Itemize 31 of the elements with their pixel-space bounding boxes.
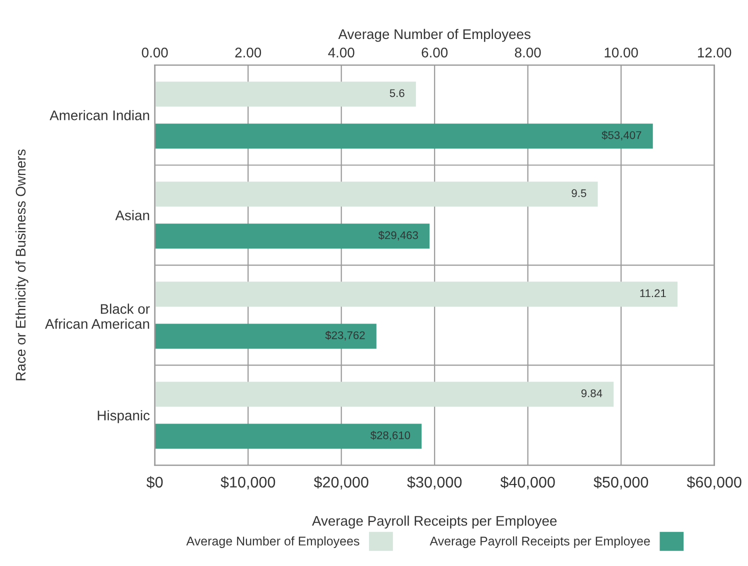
x2-tick-label: 10.00 xyxy=(604,48,638,58)
x2-tick-label: 2.00 xyxy=(235,48,262,58)
x2-tick-label: 4.00 xyxy=(328,48,354,58)
data-label: $53,407 xyxy=(602,130,642,140)
y-tick-label: Asian xyxy=(115,210,150,220)
x-tick-label: $0 xyxy=(146,476,163,488)
data-label: 9.5 xyxy=(572,189,586,198)
data-label: $28,610 xyxy=(370,430,410,441)
y-tick-label: Hispanic xyxy=(98,410,150,424)
x2-axis-title: Average Number of Employees xyxy=(338,28,530,42)
legend-label: Average Payroll Receipts per Employee xyxy=(430,536,650,548)
x2-tick-label: 12.00 xyxy=(698,48,732,58)
y-tick-label: Black or African American xyxy=(45,304,150,329)
x2-tick-label: 6.00 xyxy=(422,48,448,58)
x-tick-label: $50,000 xyxy=(594,476,648,490)
x-tick-label: $10,000 xyxy=(220,476,276,490)
y-tick-label: American Indian xyxy=(50,110,150,120)
data-label: $29,463 xyxy=(378,230,418,240)
data-label: 11.21 xyxy=(640,289,666,298)
data-label: $23,762 xyxy=(325,330,365,340)
x2-tick-label: 8.00 xyxy=(514,48,541,58)
x-tick-label: $30,000 xyxy=(407,476,462,490)
x-tick-label: $40,000 xyxy=(500,476,555,490)
data-label: 9.84 xyxy=(581,389,602,398)
legend-label: Average Number of Employees xyxy=(186,536,360,548)
x-tick-label: $60,000 xyxy=(686,476,742,490)
data-label: 5.6 xyxy=(390,89,404,98)
x-tick-label: $20,000 xyxy=(314,476,368,490)
x2-tick-label: 0.00 xyxy=(142,48,168,58)
x-axis-title: Average Payroll Receipts per Employee xyxy=(312,516,557,529)
y-axis-title: Race or Ethnicity of Business Owners xyxy=(15,149,28,380)
